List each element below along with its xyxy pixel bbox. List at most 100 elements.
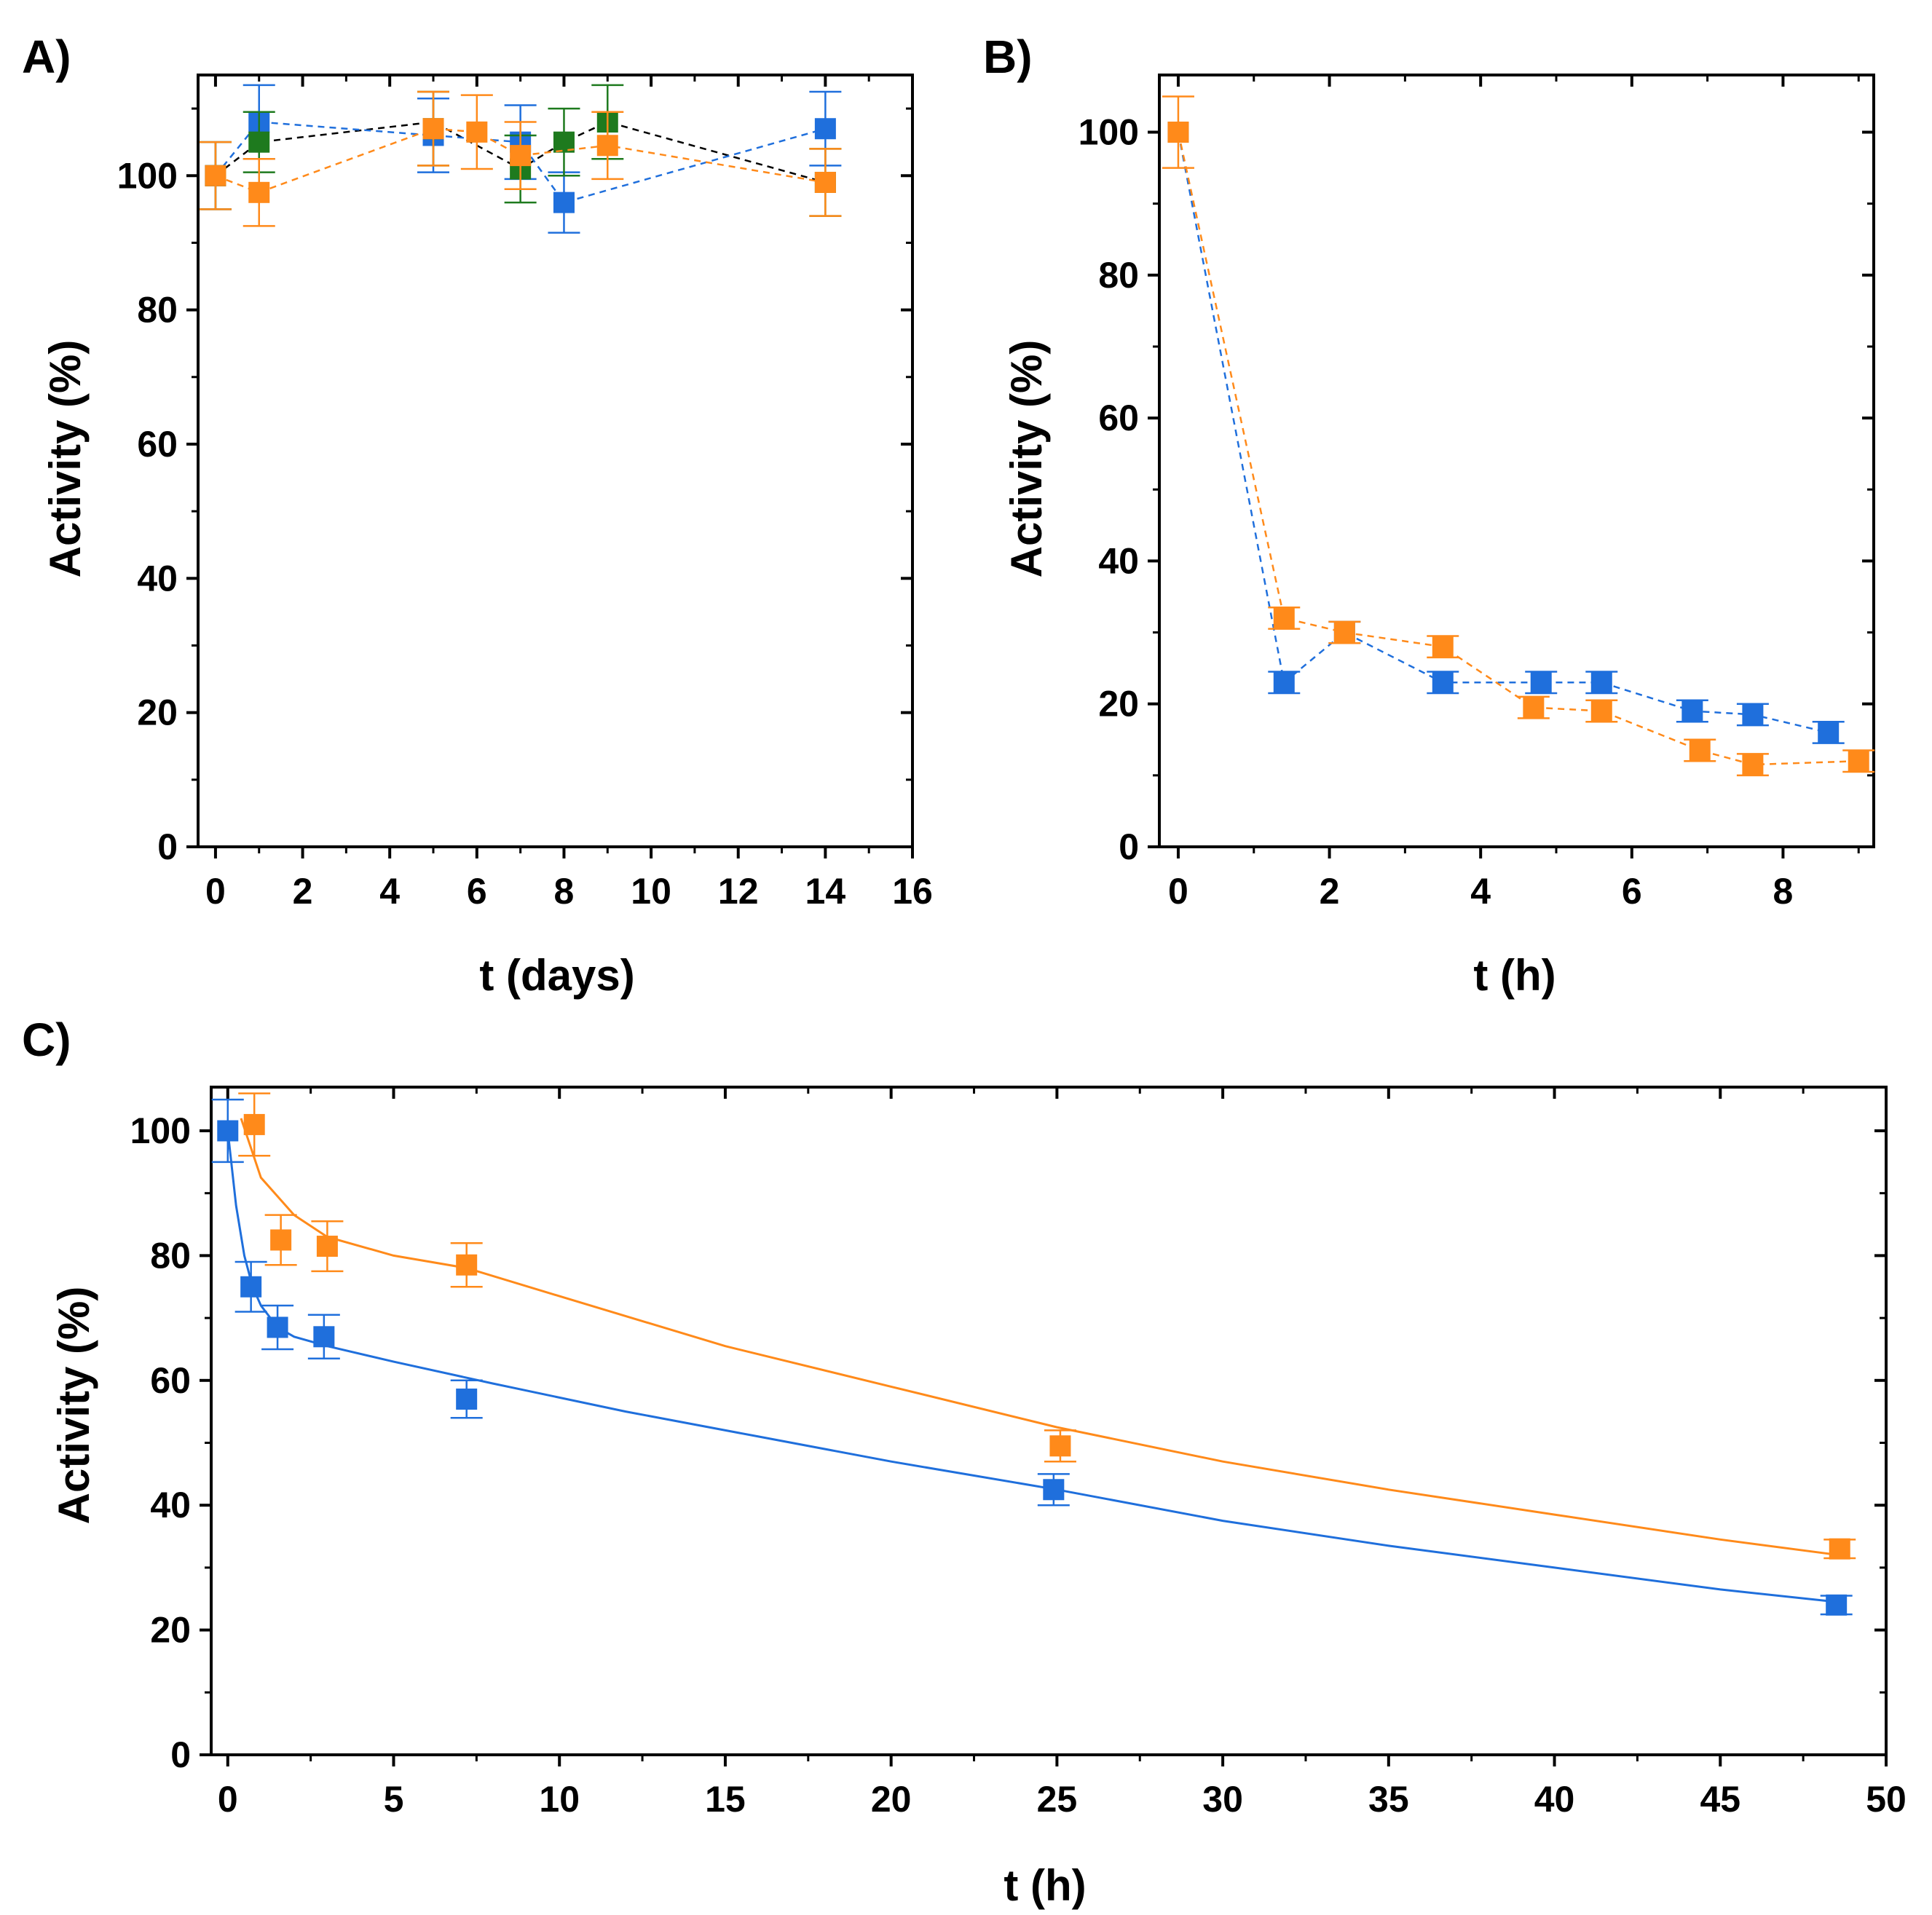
panel-b-point-orange [1523,697,1545,719]
panel-c-series-orange [238,1092,1856,1560]
panel-a-ytick-label: 100 [117,155,178,196]
panel-a-xtick-label: 14 [805,871,846,912]
panel-c-xtick-label: 10 [539,1779,580,1820]
panel-c-point-orange [1049,1435,1071,1457]
panel-b-point-orange [1689,740,1711,761]
panel-b-point-orange [1333,622,1355,644]
panel-a-ytick-label: 40 [137,558,178,599]
panel-c-point-orange [270,1229,292,1251]
panel-c-xtick-label: 15 [705,1779,746,1820]
panel-a-ytick-label: 60 [137,424,178,465]
panel-a-point-orange [510,145,532,167]
panel-c-point-blue [267,1316,288,1338]
panel-a-ylabel: Activity (%) [41,340,90,578]
panel-a-point-blue [553,192,575,213]
panel-a-series-orange [199,90,842,227]
panel-b-point-blue [1273,671,1295,693]
panel-b-point-blue [1742,703,1764,725]
panel-a-xtick-label: 10 [631,871,671,912]
panel-b-point-blue [1681,700,1703,722]
panel-a-point-orange [596,135,618,157]
panel-c-point-blue [313,1326,335,1348]
panel-b-point-blue [1432,671,1454,693]
panel-b-ytick-label: 0 [1119,826,1139,867]
panel-b-point-orange [1273,607,1295,629]
panel-c-point-orange [456,1254,478,1276]
panel-c-label: C) [22,1014,71,1066]
panel-c-point-blue [240,1276,262,1298]
panel-b-frame [1158,74,1875,848]
panel-b-line-blue [1177,132,1829,734]
panel-c-xtick-label: 20 [871,1779,912,1820]
panel-c: C) 0 5 10 15 20 25 30 35 40 45 50 0 20 40 60 80 100 t (h… [22,1014,1907,1910]
panel-a-plot: 0 2 4 6 8 10 12 14 16 0 20 40 60 80 100 [117,74,933,912]
panel-b-ytick-label: 100 [1079,112,1139,153]
panel-a-point-orange [422,118,444,140]
panel-c-point-orange [1829,1538,1850,1560]
panel-b-ytick-label: 20 [1098,684,1139,724]
panel-c-xtick-label: 5 [384,1779,404,1820]
panel-a-point-green [248,131,270,153]
panel-b-line-orange [1177,132,1859,766]
panel-a-xlabel: t (days) [479,951,634,1000]
panel-a-xtick-label: 8 [554,871,575,912]
panel-b-label: B) [983,31,1033,83]
panel-b-xlabel: t (h) [1473,951,1556,1000]
panel-c-xtick-label: 35 [1368,1779,1409,1820]
panel-b-ylabel: Activity (%) [1002,340,1051,578]
panel-c-ytick-label: 20 [150,1610,191,1651]
panel-b-point-blue [1590,671,1612,693]
panel-b-ytick-label: 60 [1098,398,1139,438]
panel-c-point-blue [217,1120,239,1142]
panel-b-point-orange [1590,700,1612,722]
panel-c-ylabel: Activity (%) [50,1287,98,1525]
panel-b-xtick-label: 8 [1773,871,1794,912]
panel-b-xtick-label: 2 [1320,871,1340,912]
panel-a-xtick-label: 2 [293,871,313,912]
panel-c-point-blue [1043,1479,1065,1501]
panel-c-xlabel: t (h) [1004,1861,1086,1910]
panel-c-xtick-label: 40 [1534,1779,1575,1820]
panel-b-point-orange [1742,754,1764,775]
panel-a-xtick-label: 4 [379,871,400,912]
panel-a-point-orange [814,171,836,193]
panel-c-frame [210,1086,1888,1756]
panel-a-xtick-label: 0 [205,871,226,912]
panel-a: A) 0 2 4 6 8 10 12 14 16 0 20 40 60 80 100 t (days) Ac… [22,31,933,1000]
panel-a-ytick-label: 20 [137,692,178,733]
panel-c-ytick-label: 60 [150,1360,191,1401]
panel-b-xtick-label: 6 [1622,871,1642,912]
panel-b-xtick-label: 4 [1470,871,1491,912]
panel-b-ytick-label: 80 [1098,255,1139,296]
panel-c-plot: 0 5 10 15 20 25 30 35 40 45 50 0 20 40 60 80 100 [130,1086,1907,1820]
panel-c-ytick-label: 80 [150,1235,191,1276]
panel-a-ytick-label: 80 [137,290,178,331]
panel-c-point-orange [243,1113,265,1135]
panel-b-point-orange [1167,122,1189,143]
panel-b-point-orange [1848,750,1869,772]
panel-c-ytick-label: 0 [170,1734,191,1775]
panel-a-ytick-label: 0 [157,826,178,867]
panel-b-point-blue [1818,722,1840,743]
panel-c-xtick-label: 25 [1037,1779,1078,1820]
panel-b-ytick-label: 40 [1098,540,1139,581]
panel-c-point-blue [1826,1594,1848,1616]
panel-b-xtick-label: 0 [1168,871,1188,912]
panel-c-series-blue [211,1098,1853,1616]
panel-a-frame [197,74,914,848]
panel-a-xtick-label: 12 [718,871,759,912]
panel-b-point-orange [1432,636,1454,658]
panel-c-xtick-label: 50 [1866,1779,1907,1820]
panel-b-point-blue [1530,671,1552,693]
panel-b-series-orange [1162,95,1875,777]
panel-a-point-orange [248,181,270,203]
panel-a-label: A) [22,31,71,83]
panel-a-point-orange [205,165,226,186]
panel-c-xtick-label: 45 [1700,1779,1740,1820]
panel-a-xtick-label: 16 [892,871,933,912]
panel-c-ytick-label: 100 [130,1110,191,1151]
panel-a-xtick-label: 6 [467,871,487,912]
